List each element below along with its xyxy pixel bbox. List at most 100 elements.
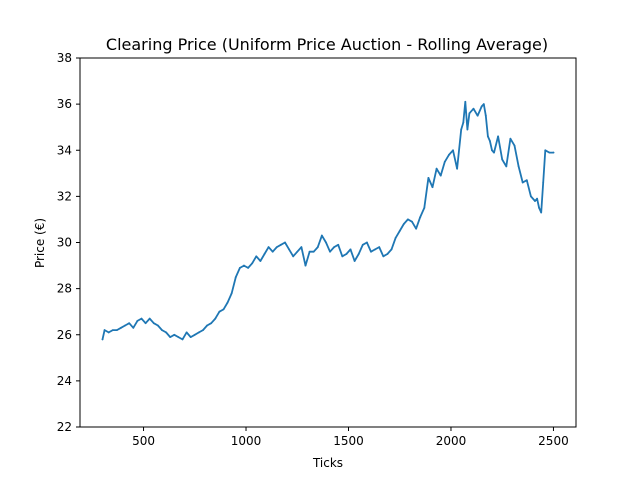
data-point xyxy=(552,151,555,154)
x-axis-label: Ticks xyxy=(312,456,343,470)
data-point xyxy=(101,338,104,341)
data-point xyxy=(530,195,532,198)
data-point xyxy=(484,114,487,117)
data-point xyxy=(333,246,336,249)
data-point xyxy=(337,243,340,246)
data-point xyxy=(538,207,541,209)
data-point xyxy=(472,107,475,110)
y-tick-label: 38 xyxy=(57,51,72,65)
data-point xyxy=(480,105,483,108)
data-point xyxy=(259,260,262,262)
data-point xyxy=(411,220,413,223)
data-point xyxy=(464,100,467,103)
data-point xyxy=(407,218,409,221)
data-point xyxy=(288,248,290,251)
data-point xyxy=(386,253,389,255)
data-point xyxy=(544,149,547,152)
data-point xyxy=(513,144,516,147)
data-point xyxy=(476,114,479,117)
axes-frame xyxy=(79,57,577,428)
data-point xyxy=(493,151,495,154)
data-point xyxy=(534,200,536,202)
data-point xyxy=(466,128,469,131)
data-point xyxy=(505,165,508,168)
data-point xyxy=(361,243,364,246)
x-tick-label: 2500 xyxy=(538,434,569,448)
data-point xyxy=(103,329,106,332)
y-tick-label: 32 xyxy=(57,189,72,203)
data-point xyxy=(443,160,446,163)
data-point xyxy=(329,250,331,253)
data-point xyxy=(517,165,520,168)
data-point xyxy=(111,329,114,332)
data-point xyxy=(353,260,356,262)
data-point xyxy=(486,135,489,138)
data-point xyxy=(140,317,143,320)
data-point xyxy=(275,246,278,249)
x-axis: 500 1000 1500 2000 2500 xyxy=(132,427,569,448)
data-point xyxy=(402,223,405,225)
data-point xyxy=(308,250,311,253)
data-point xyxy=(189,336,192,338)
data-point xyxy=(279,243,282,246)
data-point xyxy=(349,248,352,251)
data-point xyxy=(415,227,418,230)
data-point xyxy=(120,326,122,329)
data-point xyxy=(296,250,299,253)
data-point xyxy=(448,153,450,156)
data-point xyxy=(193,333,196,336)
y-tick-label: 28 xyxy=(57,282,72,296)
data-point xyxy=(542,181,545,184)
data-point xyxy=(374,248,377,251)
data-point xyxy=(325,241,327,244)
data-point xyxy=(218,310,221,313)
data-point xyxy=(300,246,303,249)
data-point xyxy=(255,255,258,258)
data-point xyxy=(226,301,229,304)
data-point xyxy=(525,179,528,182)
data-point xyxy=(536,197,538,200)
x-tick-label: 2000 xyxy=(436,434,467,448)
data-point xyxy=(181,338,184,341)
y-tick-label: 36 xyxy=(57,97,72,111)
data-point xyxy=(185,331,188,334)
plot-area xyxy=(101,100,555,341)
y-axis-label: Price (€) xyxy=(33,218,47,268)
data-point xyxy=(304,264,307,267)
data-point xyxy=(439,174,442,177)
data-point xyxy=(394,236,397,239)
data-point xyxy=(482,103,485,106)
data-point xyxy=(419,216,422,219)
data-point xyxy=(132,326,135,329)
data-point xyxy=(423,207,426,209)
data-point xyxy=(378,246,381,249)
data-point xyxy=(115,329,118,332)
y-tick-label: 24 xyxy=(57,374,72,388)
data-point xyxy=(357,253,360,255)
data-point xyxy=(202,329,204,332)
data-point xyxy=(206,324,208,327)
data-point xyxy=(284,241,286,244)
data-point xyxy=(491,149,493,152)
data-point xyxy=(128,322,131,325)
data-point xyxy=(107,331,110,334)
data-point xyxy=(210,322,213,325)
data-point xyxy=(435,167,438,170)
data-point xyxy=(320,234,323,237)
y-tick-label: 22 xyxy=(57,420,72,434)
data-point xyxy=(509,137,512,140)
data-point xyxy=(468,112,471,115)
data-point xyxy=(124,324,126,327)
data-point xyxy=(452,149,454,152)
data-point xyxy=(136,320,139,322)
data-point xyxy=(345,253,348,255)
data-point xyxy=(390,248,393,251)
data-point xyxy=(169,336,172,338)
data-point xyxy=(382,255,385,258)
data-point xyxy=(366,241,368,244)
data-point xyxy=(489,140,491,142)
data-point xyxy=(243,264,245,267)
data-point xyxy=(214,317,217,320)
data-point xyxy=(521,181,524,184)
